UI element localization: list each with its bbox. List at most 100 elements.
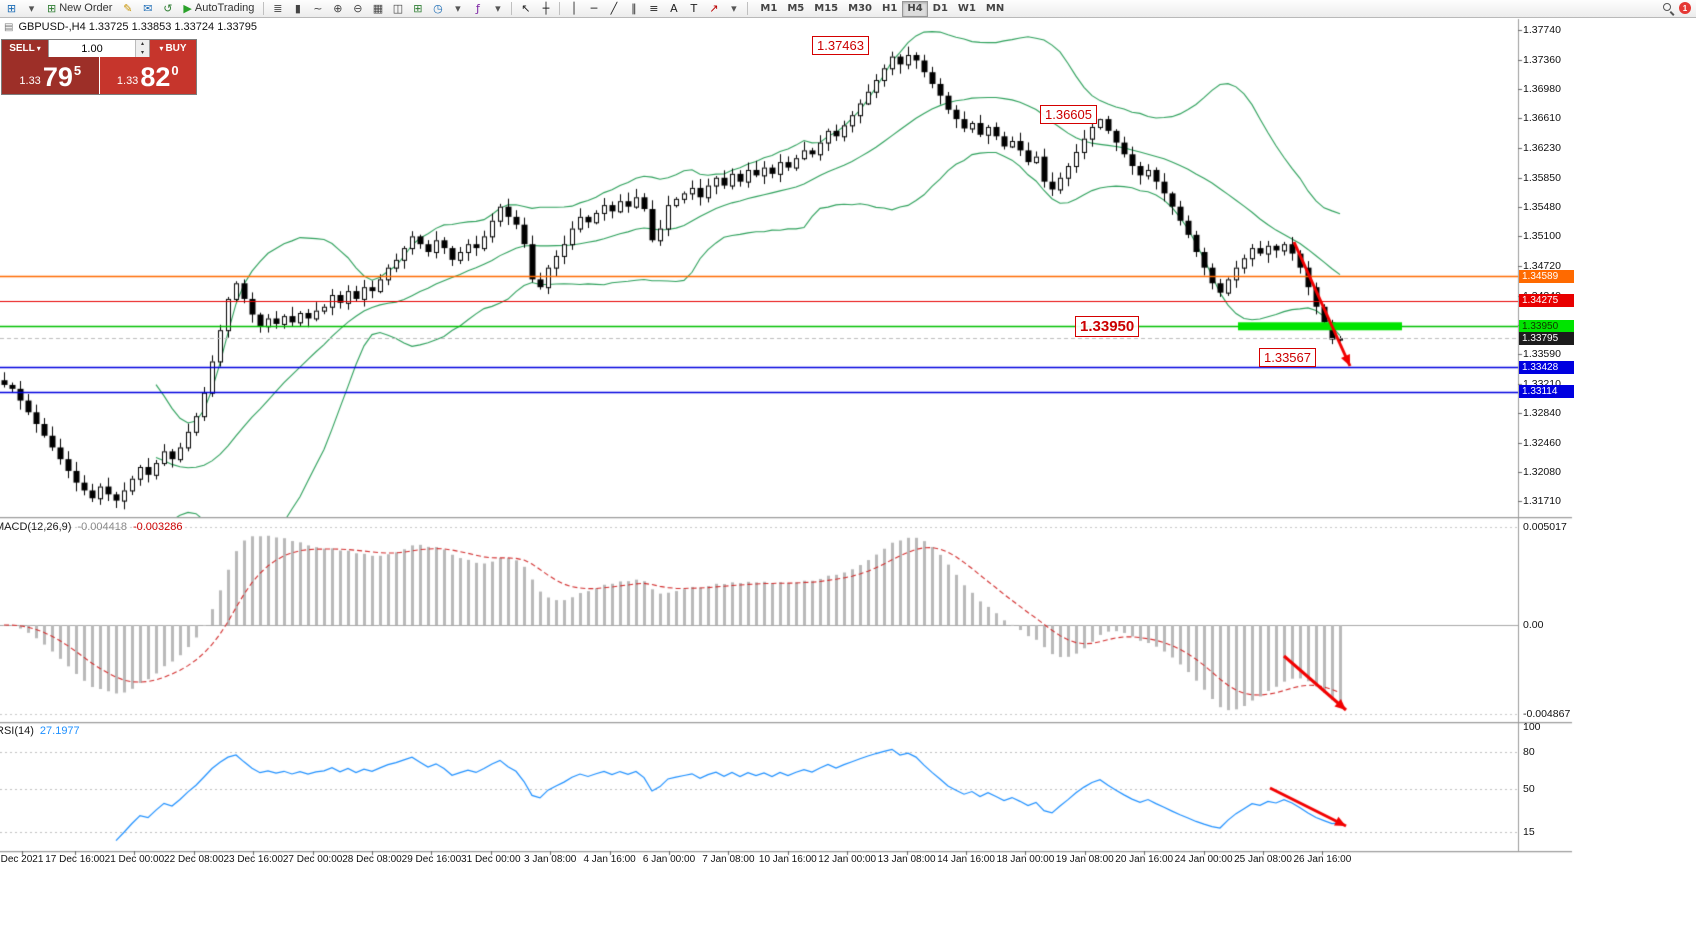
price-annotation[interactable]: 1.37463 <box>812 36 869 55</box>
price-annotation[interactable]: 1.33950 <box>1075 316 1140 337</box>
text-icon[interactable]: A <box>670 2 678 15</box>
cursor-icon[interactable]: ↖ <box>521 2 531 15</box>
rsi-name: RSI(14) <box>0 725 34 737</box>
new-chart-dropdown-icon[interactable]: ▾ <box>28 2 35 15</box>
line-chart-icon[interactable]: ~ <box>313 2 323 15</box>
period-dropdown-icon[interactable]: ▾ <box>455 2 461 15</box>
macd-scale-label: 0.00 <box>1523 619 1544 631</box>
new-chart-icon[interactable]: ⊞ <box>6 2 17 15</box>
buy-dropdown-icon[interactable]: ▾ <box>159 44 164 53</box>
volume-input[interactable] <box>49 40 135 57</box>
time-tick-label: 21 Dec 00:00 <box>104 854 165 865</box>
candlestick-chart-icon[interactable]: ▮ <box>294 2 301 15</box>
timeframe-m1[interactable]: M1 <box>760 3 778 14</box>
sell-quote-button[interactable]: 1.33 79 5 <box>2 57 99 94</box>
zoom-out-icon[interactable]: ⊖ <box>353 2 363 15</box>
channel-icon[interactable]: ∥ <box>631 2 637 15</box>
vertical-line-icon[interactable]: │ <box>570 2 578 15</box>
time-tick-label: 10 Jan 16:00 <box>758 854 817 865</box>
rsi-value: 27.1977 <box>39 725 80 737</box>
autotrading-icon: ▶ <box>183 2 192 15</box>
price-level-tag: 1.33114 <box>1519 385 1574 399</box>
volume-box: ▴ ▾ <box>48 40 150 57</box>
trendline-icon[interactable]: ╱ <box>610 2 618 15</box>
time-tick-label: 25 Jan 08:00 <box>1234 854 1292 865</box>
macd-main-value: -0.004418 <box>77 521 127 533</box>
timeframe-m5[interactable]: M5 <box>787 3 805 14</box>
arrow-objects-icon[interactable]: ↗ <box>709 2 719 15</box>
sell-price-prefix: 1.33 <box>19 75 41 87</box>
timeframe-m30[interactable]: M30 <box>848 3 872 14</box>
refresh-icon[interactable]: ↺ <box>163 2 173 15</box>
price-annotation[interactable]: 1.33567 <box>1259 348 1316 367</box>
zoom-in-icon[interactable]: ⊕ <box>333 2 343 15</box>
volume-down-button[interactable]: ▾ <box>136 48 149 57</box>
price-tick-label: 1.32460 <box>1523 436 1561 449</box>
time-tick-label: 3 Jan 08:00 <box>524 854 577 865</box>
time-tick-label: 27 Dec 00:00 <box>282 854 343 865</box>
sell-button[interactable]: SELL ▾ <box>2 40 48 57</box>
fibonacci-icon[interactable]: ≡ <box>649 2 659 15</box>
period-sync-icon[interactable]: ◷ <box>433 2 443 15</box>
one-click-trading-panel: SELL ▾ ▴ ▾ ▾ BUY 1.33 79 5 1.33 <box>1 39 197 95</box>
volume-up-button[interactable]: ▴ <box>136 40 149 49</box>
timeframe-mn[interactable]: MN <box>985 3 1005 14</box>
price-level-tag: 1.33795 <box>1519 331 1574 345</box>
time-tick-label: 22 Dec 08:00 <box>164 854 224 865</box>
price-tick-label: 1.34720 <box>1523 260 1561 273</box>
time-tick-label: 4 Jan 16:00 <box>583 854 636 865</box>
sell-price-big: 79 <box>42 62 73 92</box>
autotrading-button[interactable]: ▶ AutoTrading <box>178 1 259 16</box>
timeframe-h1[interactable]: H1 <box>882 3 898 14</box>
toolbar-separator <box>559 2 561 15</box>
timeframe-h4[interactable]: H4 <box>902 0 928 17</box>
buy-price-big: 82 <box>140 62 171 92</box>
buy-price-sup: 0 <box>171 63 179 78</box>
rsi-scale-label: 100 <box>1523 721 1541 733</box>
macd-indicator-label: MACD(12,26,9) -0.004418 -0.003286 <box>0 521 183 533</box>
new-order-button[interactable]: ⊞ New Order <box>42 1 117 16</box>
toolbar-separator <box>511 2 513 15</box>
time-tick-label: 12 Jan 00:00 <box>818 854 877 865</box>
time-tick-label: 19 Jan 08:00 <box>1055 854 1114 865</box>
macd-scale-label: -0.004867 <box>1523 708 1571 720</box>
trade-panel-quotes: 1.33 79 5 1.33 82 0 <box>2 57 196 94</box>
time-tick-label: 7 Jan 08:00 <box>702 854 755 865</box>
new-window-icon[interactable]: ⊞ <box>413 2 423 15</box>
label-icon[interactable]: T <box>690 2 698 15</box>
terminal-icon[interactable]: ✉ <box>143 2 153 15</box>
bar-chart-icon[interactable]: ≣ <box>273 2 283 15</box>
metaeditor-icon[interactable]: ✎ <box>123 2 133 15</box>
timeframe-d1[interactable]: D1 <box>932 3 948 14</box>
volume-spinner: ▴ ▾ <box>135 40 149 57</box>
buy-quote-button[interactable]: 1.33 82 0 <box>99 57 196 94</box>
indicators-dropdown-icon[interactable]: ▾ <box>495 2 501 15</box>
toolbar-button-label: AutoTrading <box>194 2 255 14</box>
rsi-scale-label: 80 <box>1523 745 1535 758</box>
timeframe-m15[interactable]: M15 <box>814 3 839 14</box>
notification-badge[interactable]: 1 <box>1679 2 1691 14</box>
sell-price-sup: 5 <box>73 63 82 78</box>
crosshair-icon[interactable]: ┼ <box>542 2 550 15</box>
toolbar-separator <box>747 2 749 15</box>
time-tick-label: 23 Dec 16:00 <box>223 854 283 865</box>
time-tick-label: 14 Jan 16:00 <box>937 854 995 865</box>
horizontal-line-icon[interactable]: ─ <box>590 2 598 15</box>
price-tick-label: 1.35480 <box>1523 200 1561 213</box>
buy-button[interactable]: ▾ BUY <box>150 40 196 57</box>
price-tick-label: 1.32840 <box>1523 407 1561 420</box>
cascade-windows-icon[interactable]: ◫ <box>392 2 404 15</box>
time-tick-label: 18 Jan 00:00 <box>996 854 1055 865</box>
timeframe-w1[interactable]: W1 <box>957 3 976 14</box>
time-tick-label: 17 Dec 16:00 <box>45 854 105 865</box>
price-annotation[interactable]: 1.36605 <box>1040 105 1097 124</box>
search-icon[interactable] <box>1663 2 1674 14</box>
tile-windows-icon[interactable]: ▦ <box>372 2 384 15</box>
sell-dropdown-icon[interactable]: ▾ <box>36 44 41 53</box>
price-level-tag: 1.34275 <box>1519 294 1574 308</box>
macd-signal-value: -0.003286 <box>132 521 183 533</box>
objects-dropdown-icon[interactable]: ▾ <box>731 2 737 15</box>
time-tick-label: 29 Dec 16:00 <box>401 854 462 865</box>
indicators-icon[interactable]: ƒ <box>475 2 480 15</box>
